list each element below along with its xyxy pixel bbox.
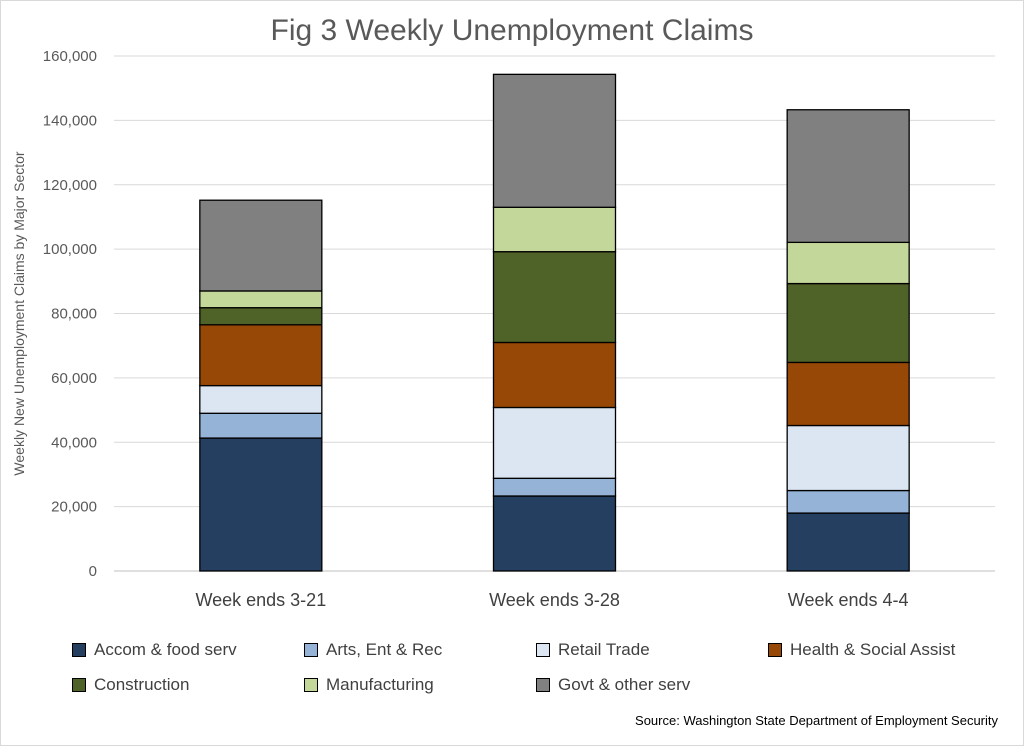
legend-label-accom: Accom & food serv [94,639,237,659]
x-tick-label: Week ends 3-28 [489,590,620,610]
legend-item-manufacturing: Manufacturing [304,675,536,695]
bar-segment [492,495,617,572]
bar-segment [786,109,910,244]
legend-swatch-retail [536,642,550,657]
legend-swatch-construction [72,677,86,692]
bar-segment [492,341,617,409]
legend-swatch-manufacturing [304,677,318,692]
bar-segment [786,282,910,364]
legend-swatch-health [768,642,782,657]
source-note: Source: Washington State Department of E… [635,713,998,728]
y-tick-label: 60,000 [51,370,97,387]
x-tick-label: Week ends 3-21 [195,590,326,610]
y-axis-title: Weekly New Unemployment Claims by Major … [11,151,27,476]
y-tick-label: 40,000 [51,434,97,451]
legend-label-govt: Govt & other serv [558,674,691,694]
bar-segment [492,406,617,479]
legend-swatch-accom [72,642,86,657]
bar-segment [492,206,617,253]
legend-row-1: Accom & food serv Arts, Ent & Rec Retail… [72,632,992,667]
legend-label-manufacturing: Manufacturing [326,674,434,694]
y-tick-label: 100,000 [43,241,97,258]
bar-segment [786,241,910,285]
legend-item-health: Health & Social Assist [768,640,955,660]
y-tick-label: 140,000 [43,112,97,129]
bar-segment [199,307,323,326]
legend-item-arts: Arts, Ent & Rec [304,640,536,660]
bar-segment [199,199,323,292]
legend-label-construction: Construction [94,674,190,694]
y-tick-label: 20,000 [51,499,97,516]
bar-segment [492,477,617,497]
y-tick-label: 0 [89,563,97,580]
legend-swatch-arts [304,642,318,657]
bar-segment [199,384,323,414]
x-tick-label: Week ends 4-4 [788,590,909,610]
y-tick-label: 80,000 [51,306,97,323]
bar-segment [786,361,910,427]
y-tick-label: 120,000 [43,177,97,194]
legend-label-retail: Retail Trade [558,639,650,659]
bar-segment [786,424,910,492]
legend-label-arts: Arts, Ent & Rec [326,639,443,659]
bar-segment [492,73,617,208]
chart-title: Fig 3 Weekly Unemployment Claims [270,14,754,47]
chart-legend: Accom & food serv Arts, Ent & Rec Retail… [72,632,992,702]
legend-row-2: Construction Manufacturing Govt & other … [72,667,992,702]
legend-label-health: Health & Social Assist [790,639,956,659]
bar-segment [199,412,323,439]
legend-item-govt: Govt & other serv [536,675,768,695]
bar-segment [199,324,323,387]
bar-segment [786,489,910,514]
legend-item-construction: Construction [72,675,304,695]
y-tick-label: 160,000 [43,48,97,65]
legend-item-retail: Retail Trade [536,640,768,660]
bar-segment [786,512,910,572]
bar-segment [199,290,323,309]
legend-item-accom: Accom & food serv [72,640,304,660]
bar-segment [492,251,617,344]
legend-swatch-govt [536,677,550,692]
bar-segment [199,437,323,572]
